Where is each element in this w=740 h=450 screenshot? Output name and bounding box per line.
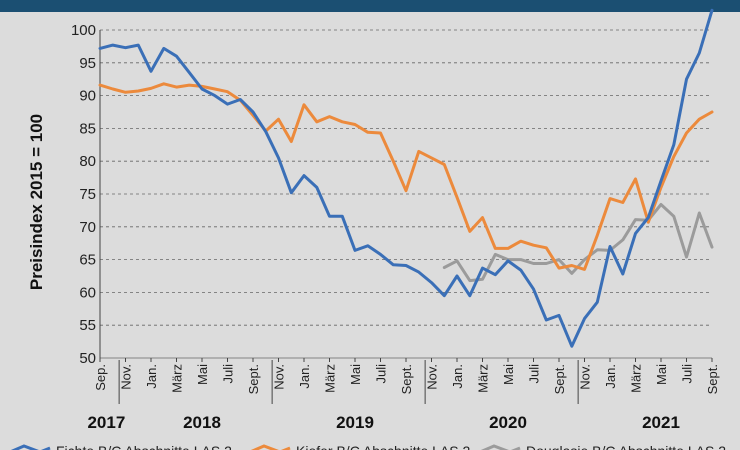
x-tick-label: Mai [654,364,669,385]
x-tick-label: Sept. [705,364,720,394]
year-label-2017: 2017 [87,413,125,432]
legend-swatch-2 [480,444,521,450]
year-label-2019: 2019 [336,413,374,432]
legend-label-1: Kiefer B/C Abschnitte LAS 2 [296,443,471,450]
x-tick-label: Jan. [450,364,465,389]
year-label-2018: 2018 [183,413,221,432]
year-labels: 2017 2018 2019 2020 2021 [87,360,680,432]
header-bar [0,0,740,12]
y-axis-label: Preisindex 2015 = 100 [27,114,46,290]
x-tick-label: Sept. [552,364,567,394]
y-tick-label: 55 [79,317,96,334]
x-tick-label: Sep. [93,364,108,391]
y-tick-label: 100 [71,22,96,39]
y-tick-label: 85 [79,120,96,137]
x-tick-label: Jan. [297,364,312,389]
series-line-1 [98,82,714,271]
y-tick-label: 80 [79,153,96,170]
y-tick-label: 90 [79,88,96,105]
year-label-2020: 2020 [489,413,527,432]
legend-swatch-1 [250,444,291,450]
x-tick-label: Sept. [399,364,414,394]
y-tick-label: 65 [79,252,96,269]
x-tick-label: Nov. [578,364,593,390]
y-tick-label: 70 [79,219,96,236]
series-lines [98,8,714,348]
y-tick-label: 50 [79,350,96,367]
x-tick-label: Mai [501,364,516,385]
legend-label-2: Douglasie B/C Abschnitte LAS 2 [526,443,726,450]
legend: Fichte B/C Abschnitte LAS 2 Kiefer B/C Ab… [10,443,726,450]
x-tick-label: März [476,364,491,393]
x-tick-label: März [170,364,185,393]
x-tick-label: März [323,364,338,393]
x-tick-label: Jan. [144,364,159,389]
x-tick-label: Mai [195,364,210,385]
grid-lines [99,29,712,359]
x-tick-labels: Sep. Nov. Jan. März Mai Juli Sept. Nov. Jan. März… [93,358,720,394]
x-tick-label: Mai [348,364,363,385]
x-tick-label: Nov. [119,364,134,390]
x-tick-label: Juli [221,364,236,384]
x-tick-label: Sept. [246,364,261,394]
y-tick-label: 75 [79,186,96,203]
x-tick-label: Nov. [272,364,287,390]
y-tick-label: 60 [79,284,96,301]
x-tick-label: Nov. [425,364,440,390]
x-tick-label: Juli [374,364,389,384]
y-tick-labels: 50 55 60 65 70 75 80 85 90 95 100 [71,22,96,367]
x-tick-label: Jan. [603,364,618,389]
y-tick-label: 95 [79,55,96,72]
legend-swatch-0 [10,444,51,450]
x-tick-label: März [629,364,644,393]
year-label-2021: 2021 [642,413,680,432]
x-tick-label: Juli [680,364,695,384]
legend-label-0: Fichte B/C Abschnitte LAS 2 [56,443,232,450]
series-line-0 [98,8,714,348]
x-tick-label: Juli [527,364,542,384]
